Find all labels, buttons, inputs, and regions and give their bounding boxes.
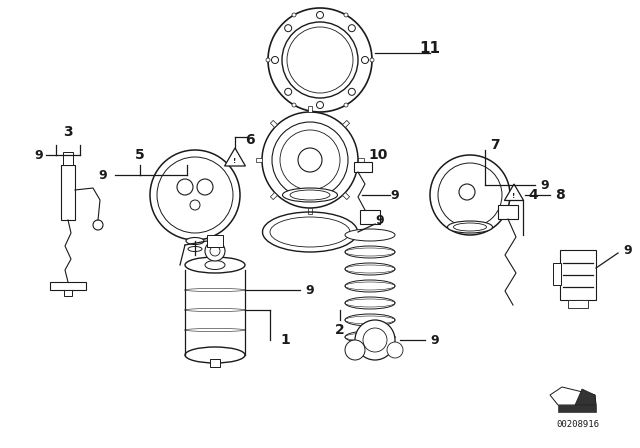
Text: 1: 1 xyxy=(280,333,290,347)
Ellipse shape xyxy=(345,263,395,275)
Text: 9: 9 xyxy=(35,148,43,161)
Text: 00208916: 00208916 xyxy=(557,420,600,429)
Ellipse shape xyxy=(345,314,395,326)
Text: !: ! xyxy=(234,158,237,164)
Text: 4: 4 xyxy=(528,188,538,202)
Bar xyxy=(354,162,372,172)
Polygon shape xyxy=(271,193,278,200)
Ellipse shape xyxy=(185,257,245,273)
Bar xyxy=(63,152,73,165)
Polygon shape xyxy=(308,106,312,112)
Bar xyxy=(498,205,518,219)
Bar xyxy=(360,210,380,224)
Polygon shape xyxy=(358,158,364,162)
Circle shape xyxy=(205,241,225,261)
Polygon shape xyxy=(342,121,349,128)
Polygon shape xyxy=(271,121,278,128)
Text: 9: 9 xyxy=(376,214,384,227)
Ellipse shape xyxy=(345,297,395,309)
Bar xyxy=(64,290,72,296)
Polygon shape xyxy=(504,184,524,201)
Text: 8: 8 xyxy=(555,188,564,202)
Ellipse shape xyxy=(345,280,395,292)
Circle shape xyxy=(345,340,365,360)
Text: 9: 9 xyxy=(99,168,107,181)
Bar xyxy=(50,282,86,290)
Text: 9: 9 xyxy=(623,244,632,257)
Bar xyxy=(61,165,75,220)
Ellipse shape xyxy=(447,221,493,233)
Polygon shape xyxy=(342,193,349,200)
Bar xyxy=(560,250,596,300)
Circle shape xyxy=(344,103,348,107)
Text: 11: 11 xyxy=(419,40,440,56)
Ellipse shape xyxy=(282,188,337,202)
Text: 10: 10 xyxy=(368,148,388,162)
Polygon shape xyxy=(550,387,596,405)
Text: 7: 7 xyxy=(490,138,500,152)
Circle shape xyxy=(355,320,395,360)
Circle shape xyxy=(387,342,403,358)
Circle shape xyxy=(344,13,348,17)
Ellipse shape xyxy=(186,237,204,245)
Circle shape xyxy=(292,103,296,107)
Circle shape xyxy=(266,58,270,62)
Ellipse shape xyxy=(188,246,202,251)
Text: 9: 9 xyxy=(305,284,314,297)
Text: 9: 9 xyxy=(430,333,438,346)
Polygon shape xyxy=(575,389,596,405)
Ellipse shape xyxy=(345,229,395,241)
Text: 9: 9 xyxy=(390,189,399,202)
Bar xyxy=(207,235,223,247)
Ellipse shape xyxy=(345,246,395,258)
Bar xyxy=(568,300,588,308)
Polygon shape xyxy=(225,148,246,166)
Text: 3: 3 xyxy=(63,125,73,139)
Ellipse shape xyxy=(185,347,245,363)
Text: 6: 6 xyxy=(245,133,255,147)
Text: 9: 9 xyxy=(540,178,548,191)
Text: 5: 5 xyxy=(135,148,145,162)
Text: !: ! xyxy=(513,193,516,199)
Bar xyxy=(558,405,596,412)
Text: 2: 2 xyxy=(335,323,345,337)
Circle shape xyxy=(292,13,296,17)
Bar xyxy=(553,263,561,285)
Polygon shape xyxy=(308,208,312,214)
Circle shape xyxy=(370,58,374,62)
Polygon shape xyxy=(256,158,262,162)
Bar xyxy=(210,359,220,367)
Ellipse shape xyxy=(345,331,395,343)
